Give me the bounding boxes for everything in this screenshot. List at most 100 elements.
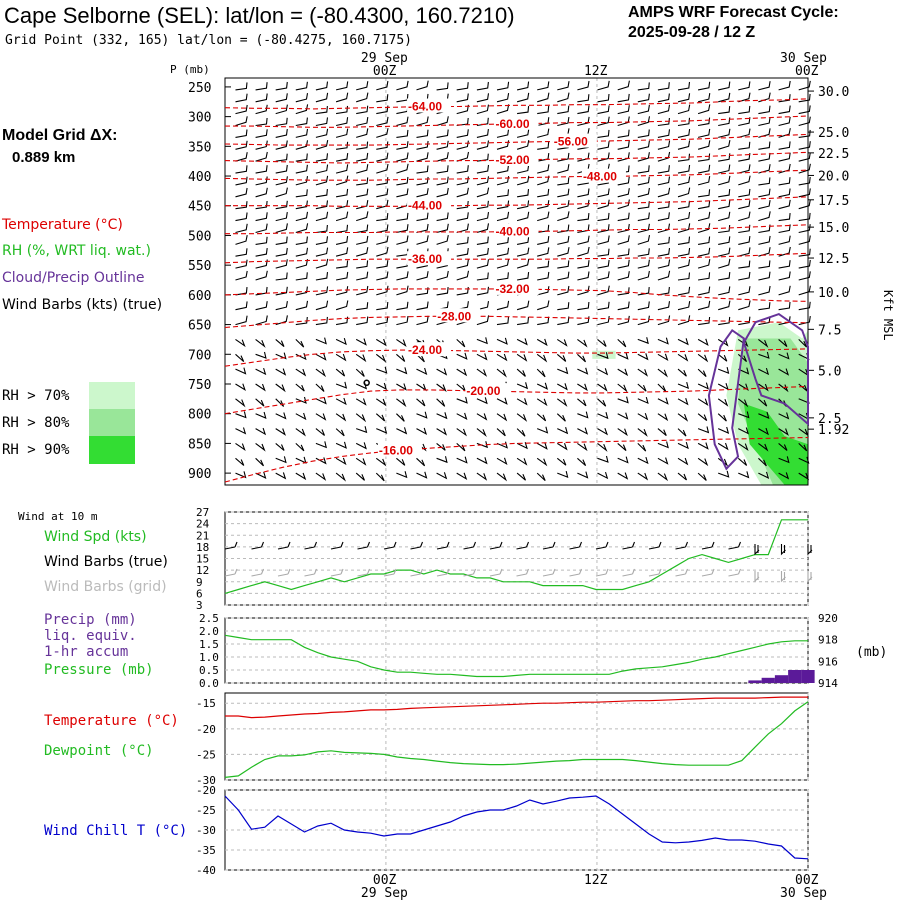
precip-bar-42 xyxy=(774,675,789,683)
sounding-wind-barb-241 xyxy=(416,176,429,186)
temp-contour-label-bg-10 xyxy=(407,342,452,357)
sounding-wind-barb-253 xyxy=(657,176,671,186)
sounding-wind-barb-519 xyxy=(758,285,771,296)
sounding-wind-barb-656 xyxy=(597,368,609,376)
sounding-wind-barb-248 xyxy=(557,177,570,186)
sounding-wind-barb-201 xyxy=(778,152,791,162)
sounding-wind-barb-35 xyxy=(356,92,369,103)
rh-bin-70-swatch xyxy=(89,382,135,409)
rh-shade-2 xyxy=(743,403,808,485)
sounding-wind-barb-393 xyxy=(557,235,570,245)
temp-panel-dewpoint-line xyxy=(224,701,809,778)
sounding-wind-barb-311 xyxy=(657,200,670,210)
sounding-wind-barb-718 xyxy=(677,398,689,406)
sounding-wind-barb-727 xyxy=(275,412,287,420)
forecast-cycle-value: 2025-09-28 / 12 Z xyxy=(628,24,756,41)
precip-ytick-5: 0.0 xyxy=(199,677,219,690)
sounding-wind-barb-314 xyxy=(718,200,731,210)
height-tick-label-8: 7.5 xyxy=(818,323,841,338)
sounding-wind-barb-2 xyxy=(275,81,288,91)
sounding-wind-barb-170 xyxy=(738,141,751,150)
sounding-wind-barb-593 xyxy=(496,337,508,345)
sounding-wind-barb-703 xyxy=(375,398,387,407)
sounding-wind-barb-807 xyxy=(717,442,729,451)
sounding-wind-barb-709 xyxy=(496,397,508,405)
sounding-wind-barb-131 xyxy=(537,128,550,138)
temp-contour-label-0: -64.00 xyxy=(408,100,442,114)
sounding-wind-barb-223 xyxy=(637,165,650,174)
sounding-wind-barb-239 xyxy=(376,177,389,186)
station-title: Cape Selborne (SEL): lat/lon = (-80.4300… xyxy=(4,3,515,28)
sounding-wind-barb-330 xyxy=(456,212,469,222)
sounding-wind-barb-540 xyxy=(597,301,610,311)
sounding-wind-barb-485 xyxy=(657,270,671,281)
sounding-wind-barb-595 xyxy=(536,338,548,347)
sounding-wind-barb-688 xyxy=(657,383,667,392)
wind10m-barb-true-26 xyxy=(569,541,583,550)
sounding-wind-barb-860 xyxy=(617,472,629,480)
top-time-tick-0: 00Z xyxy=(373,64,397,79)
sounding-wind-barb-784 xyxy=(255,442,266,452)
sounding-wind-barb-345 xyxy=(758,211,771,222)
sounding-wind-barb-826 xyxy=(516,457,528,466)
windchill-panel-ytick-4: -40 xyxy=(196,864,216,877)
sounding-wind-barb-765 xyxy=(456,428,467,437)
sounding-wind-barb-262 xyxy=(255,187,268,198)
sounding-wind-barb-804 xyxy=(657,441,669,449)
legend-temperature: Temperature (°C) xyxy=(2,217,123,233)
sounding-wind-barb-563 xyxy=(476,315,490,326)
sounding-wind-barb-405 xyxy=(798,235,811,245)
sounding-wind-barb-546 xyxy=(718,300,731,311)
sounding-wind-barb-483 xyxy=(617,271,630,281)
sounding-wind-barb-752 xyxy=(778,412,790,420)
sounding-wind-barb-165 xyxy=(637,140,650,150)
sounding-wind-barb-26 xyxy=(758,81,771,91)
sounding-wind-barb-28 xyxy=(798,80,811,91)
sounding-wind-barb-476 xyxy=(476,272,489,281)
sounding-wind-barb-628 xyxy=(617,352,629,360)
pressure-tick-label-7: 600 xyxy=(188,289,211,304)
sounding-wind-barb-849 xyxy=(396,471,408,479)
wind10m-barb-grid-40 xyxy=(754,571,760,583)
top-time-tick-1: 12Z xyxy=(584,64,608,79)
sounding-wind-barb-58 xyxy=(235,104,248,115)
sounding-wind-barb-594 xyxy=(516,338,528,346)
sounding-wind-barb-19 xyxy=(617,80,630,91)
sounding-wind-barb-608 xyxy=(798,339,808,348)
wind10m-barb-true-28 xyxy=(595,541,609,550)
sounding-wind-barb-653 xyxy=(536,368,546,378)
sounding-wind-barb-122 xyxy=(356,128,369,138)
sounding-wind-barb-172 xyxy=(778,141,791,150)
sounding-wind-barb-645 xyxy=(376,366,388,374)
sounding-wind-barb-359 xyxy=(456,223,469,234)
sounding-wind-barb-27 xyxy=(778,80,791,91)
pressure-tick-label-8: 650 xyxy=(188,319,211,334)
sounding-wind-barb-565 xyxy=(517,316,530,326)
wind10m-barb-grid-14 xyxy=(410,568,424,577)
sounding-wind-barb-581 xyxy=(255,338,266,348)
sounding-wind-barb-351 xyxy=(295,223,309,234)
precip-ytick-3: 1.0 xyxy=(199,651,219,664)
sounding-wind-barb-498 xyxy=(335,286,349,296)
sounding-wind-barb-613 xyxy=(315,353,327,361)
sounding-wind-barb-304 xyxy=(516,200,530,210)
sounding-wind-barb-638 xyxy=(235,367,247,375)
sounding-wind-barb-538 xyxy=(557,302,570,311)
sounding-wind-barb-319 xyxy=(235,212,248,222)
sounding-wind-barb-310 xyxy=(637,201,650,210)
sounding-wind-barb-683 xyxy=(557,383,568,391)
temp-contour-5 xyxy=(225,196,809,207)
sounding-wind-barb-83 xyxy=(738,105,751,115)
sounding-wind-barb-45 xyxy=(557,92,570,103)
sounding-wind-barb-548 xyxy=(758,302,771,311)
sounding-wind-barb-423 xyxy=(577,246,590,257)
sounding-wind-barb-854 xyxy=(496,472,508,482)
sounding-wind-barb-237 xyxy=(335,175,349,186)
sounding-wind-barb-112 xyxy=(738,117,751,127)
sounding-wind-barb-32 xyxy=(295,93,309,103)
sounding-wind-barb-451 xyxy=(557,260,570,269)
sounding-wind-barb-23 xyxy=(697,81,711,91)
sounding-wind-barb-667 xyxy=(235,383,246,391)
sounding-wind-barb-321 xyxy=(275,212,288,222)
temp-contour-label-6: -40.00 xyxy=(496,224,530,238)
